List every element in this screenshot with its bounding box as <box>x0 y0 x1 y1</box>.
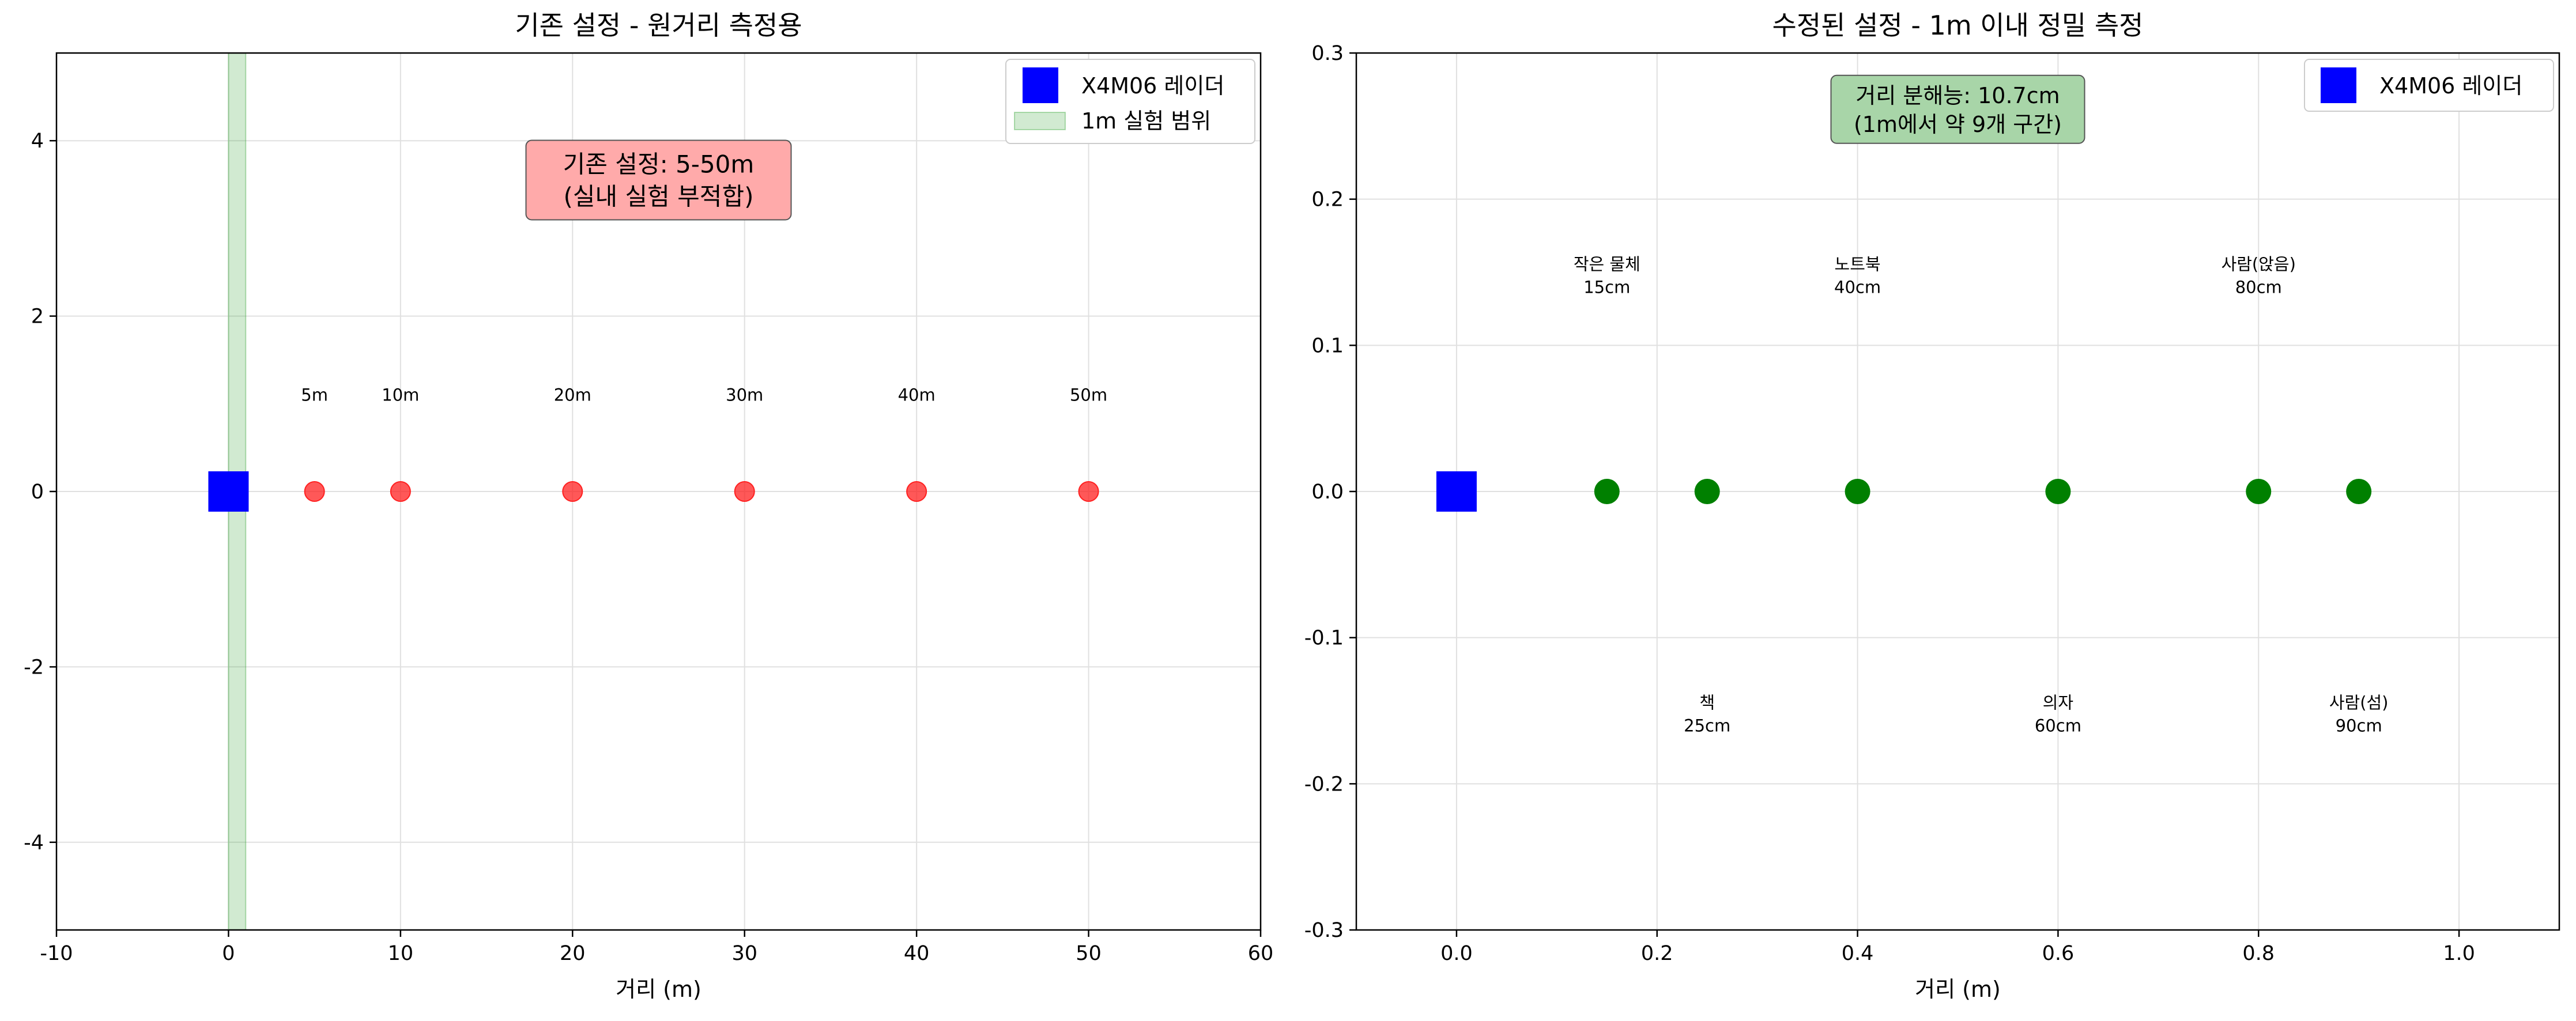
x-tick-label: -10 <box>40 942 73 965</box>
object-name-label: 의자 <box>2043 693 2073 713</box>
x-tick-label: 0.6 <box>2042 942 2075 965</box>
object-name-label: 노트북 <box>1835 255 1881 274</box>
left-legend-span-label: 1m 실험 범위 <box>1081 108 1211 134</box>
x-tick-label: 40 <box>904 942 930 965</box>
left-point-labels: 5m 10m 20m 30m 40m 50m <box>301 385 1107 405</box>
target-point <box>390 481 411 502</box>
y-tick-label: -0.2 <box>1304 773 1344 796</box>
y-tick-label: 4 <box>31 130 44 153</box>
right-chart-panel: 수정된 설정 - 1m 이내 정밀 측정 작은 물체 15cm 책 25cm 노트북 40… <box>1304 10 2560 1002</box>
left-x-ticks: -10 0 10 20 30 40 50 60 <box>40 930 1273 965</box>
object-point <box>2045 479 2071 504</box>
left-annotation-line-2: (실내 실험 부적합) <box>564 183 754 211</box>
left-data-marks <box>208 471 1099 512</box>
y-tick-label: 0.0 <box>1311 481 1344 504</box>
right-y-ticks: -0.3 -0.2 -0.1 0.0 0.1 0.2 0.3 <box>1304 42 1356 942</box>
target-point <box>562 481 583 502</box>
right-legend-lidar-label: X4M06 레이더 <box>2379 73 2522 99</box>
left-x-axis-label: 거리 (m) <box>616 977 701 1002</box>
distance-label: 50m <box>1070 385 1107 405</box>
target-point <box>1078 481 1099 502</box>
object-point <box>1594 479 1620 504</box>
left-annotation-line-1: 기존 설정: 5-50m <box>563 150 755 179</box>
y-tick-label: 2 <box>31 305 44 328</box>
right-chart-title: 수정된 설정 - 1m 이내 정밀 측정 <box>1772 10 2144 41</box>
left-y-ticks: -4 -2 0 2 4 <box>24 130 56 854</box>
object-distance-label: 25cm <box>1684 716 1730 736</box>
object-name-label: 사람(섬) <box>2329 693 2389 713</box>
y-tick-label: -0.1 <box>1304 627 1344 650</box>
left-chart-panel: 기존 설정 - 원거리 측정용 5m 10m 20m 30m 40m 50m 기존 설정:… <box>24 10 1273 1002</box>
right-data-marks <box>1436 471 2372 512</box>
x-tick-label: 0.2 <box>1641 942 1673 965</box>
x-tick-label: 0.4 <box>1842 942 1874 965</box>
right-legend: X4M06 레이더 <box>2304 59 2554 112</box>
lidar-marker <box>1436 471 1477 512</box>
object-distance-label: 40cm <box>1834 278 1881 297</box>
object-point <box>2246 479 2272 504</box>
right-legend-frame <box>2304 59 2554 112</box>
object-distance-label: 90cm <box>2336 716 2382 736</box>
x-tick-label: 20 <box>560 942 586 965</box>
object-point <box>1694 479 1720 504</box>
object-distance-label: 60cm <box>2035 716 2081 736</box>
left-annotation-box: 기존 설정: 5-50m (실내 실험 부적합) <box>525 139 792 221</box>
right-annotation-line-2: (1m에서 약 9개 구간) <box>1854 112 2062 137</box>
target-point <box>906 481 927 502</box>
y-tick-label: 0.3 <box>1311 42 1344 65</box>
object-name-label: 책 <box>1699 693 1715 713</box>
x-tick-label: 60 <box>1248 942 1274 965</box>
x-tick-label: 0.0 <box>1440 942 1473 965</box>
y-tick-label: 0 <box>31 481 44 504</box>
left-legend-lidar-label: X4M06 레이더 <box>1081 73 1224 99</box>
object-name-label: 사람(앉음) <box>2222 255 2296 274</box>
x-tick-label: 0.8 <box>2242 942 2275 965</box>
target-point <box>734 481 755 502</box>
distance-label: 40m <box>898 385 936 405</box>
object-point <box>1845 479 1870 504</box>
object-distance-label: 15cm <box>1583 278 1630 297</box>
right-x-axis-label: 거리 (m) <box>1915 977 2001 1002</box>
x-tick-label: 50 <box>1076 942 1102 965</box>
distance-label: 5m <box>301 385 328 405</box>
y-tick-label: -0.3 <box>1304 919 1344 942</box>
x-tick-label: 0 <box>222 942 235 965</box>
distance-label: 30m <box>726 385 763 405</box>
left-annotation-background <box>525 139 792 221</box>
x-tick-label: 30 <box>731 942 757 965</box>
distance-label: 10m <box>382 385 419 405</box>
right-annotation-line-1: 거리 분해능: 10.7cm <box>1855 83 2060 108</box>
y-tick-label: -2 <box>24 656 44 679</box>
object-distance-label: 80cm <box>2235 278 2282 297</box>
right-point-labels: 작은 물체 15cm 책 25cm 노트북 40cm 의자 60cm 사람(앉음) 80cm 사람(… <box>1574 255 2389 736</box>
left-legend-lidar-swatch <box>1023 67 1058 103</box>
distance-label: 20m <box>554 385 591 405</box>
left-chart-title: 기존 설정 - 원거리 측정용 <box>515 10 802 41</box>
y-tick-label: 0.1 <box>1311 334 1344 357</box>
lidar-marker <box>208 471 249 512</box>
left-legend-frame <box>1005 59 1255 144</box>
left-legend: X4M06 레이더 1m 실험 범위 <box>1005 59 1255 144</box>
x-tick-label: 10 <box>388 942 414 965</box>
y-tick-label: -4 <box>24 831 44 854</box>
target-point <box>304 481 325 502</box>
left-legend-span-swatch <box>1014 112 1066 130</box>
right-annotation-box: 거리 분해능: 10.7cm (1m에서 약 9개 구간) <box>1830 74 2085 144</box>
right-x-ticks: 0.0 0.2 0.4 0.6 0.8 1.0 <box>1440 930 2475 965</box>
right-legend-lidar-swatch <box>2321 67 2356 103</box>
object-point <box>2346 479 2372 504</box>
x-tick-label: 1.0 <box>2443 942 2475 965</box>
object-name-label: 작은 물체 <box>1574 255 1640 274</box>
y-tick-label: 0.2 <box>1311 188 1344 211</box>
right-annotation-background <box>1830 74 2085 144</box>
